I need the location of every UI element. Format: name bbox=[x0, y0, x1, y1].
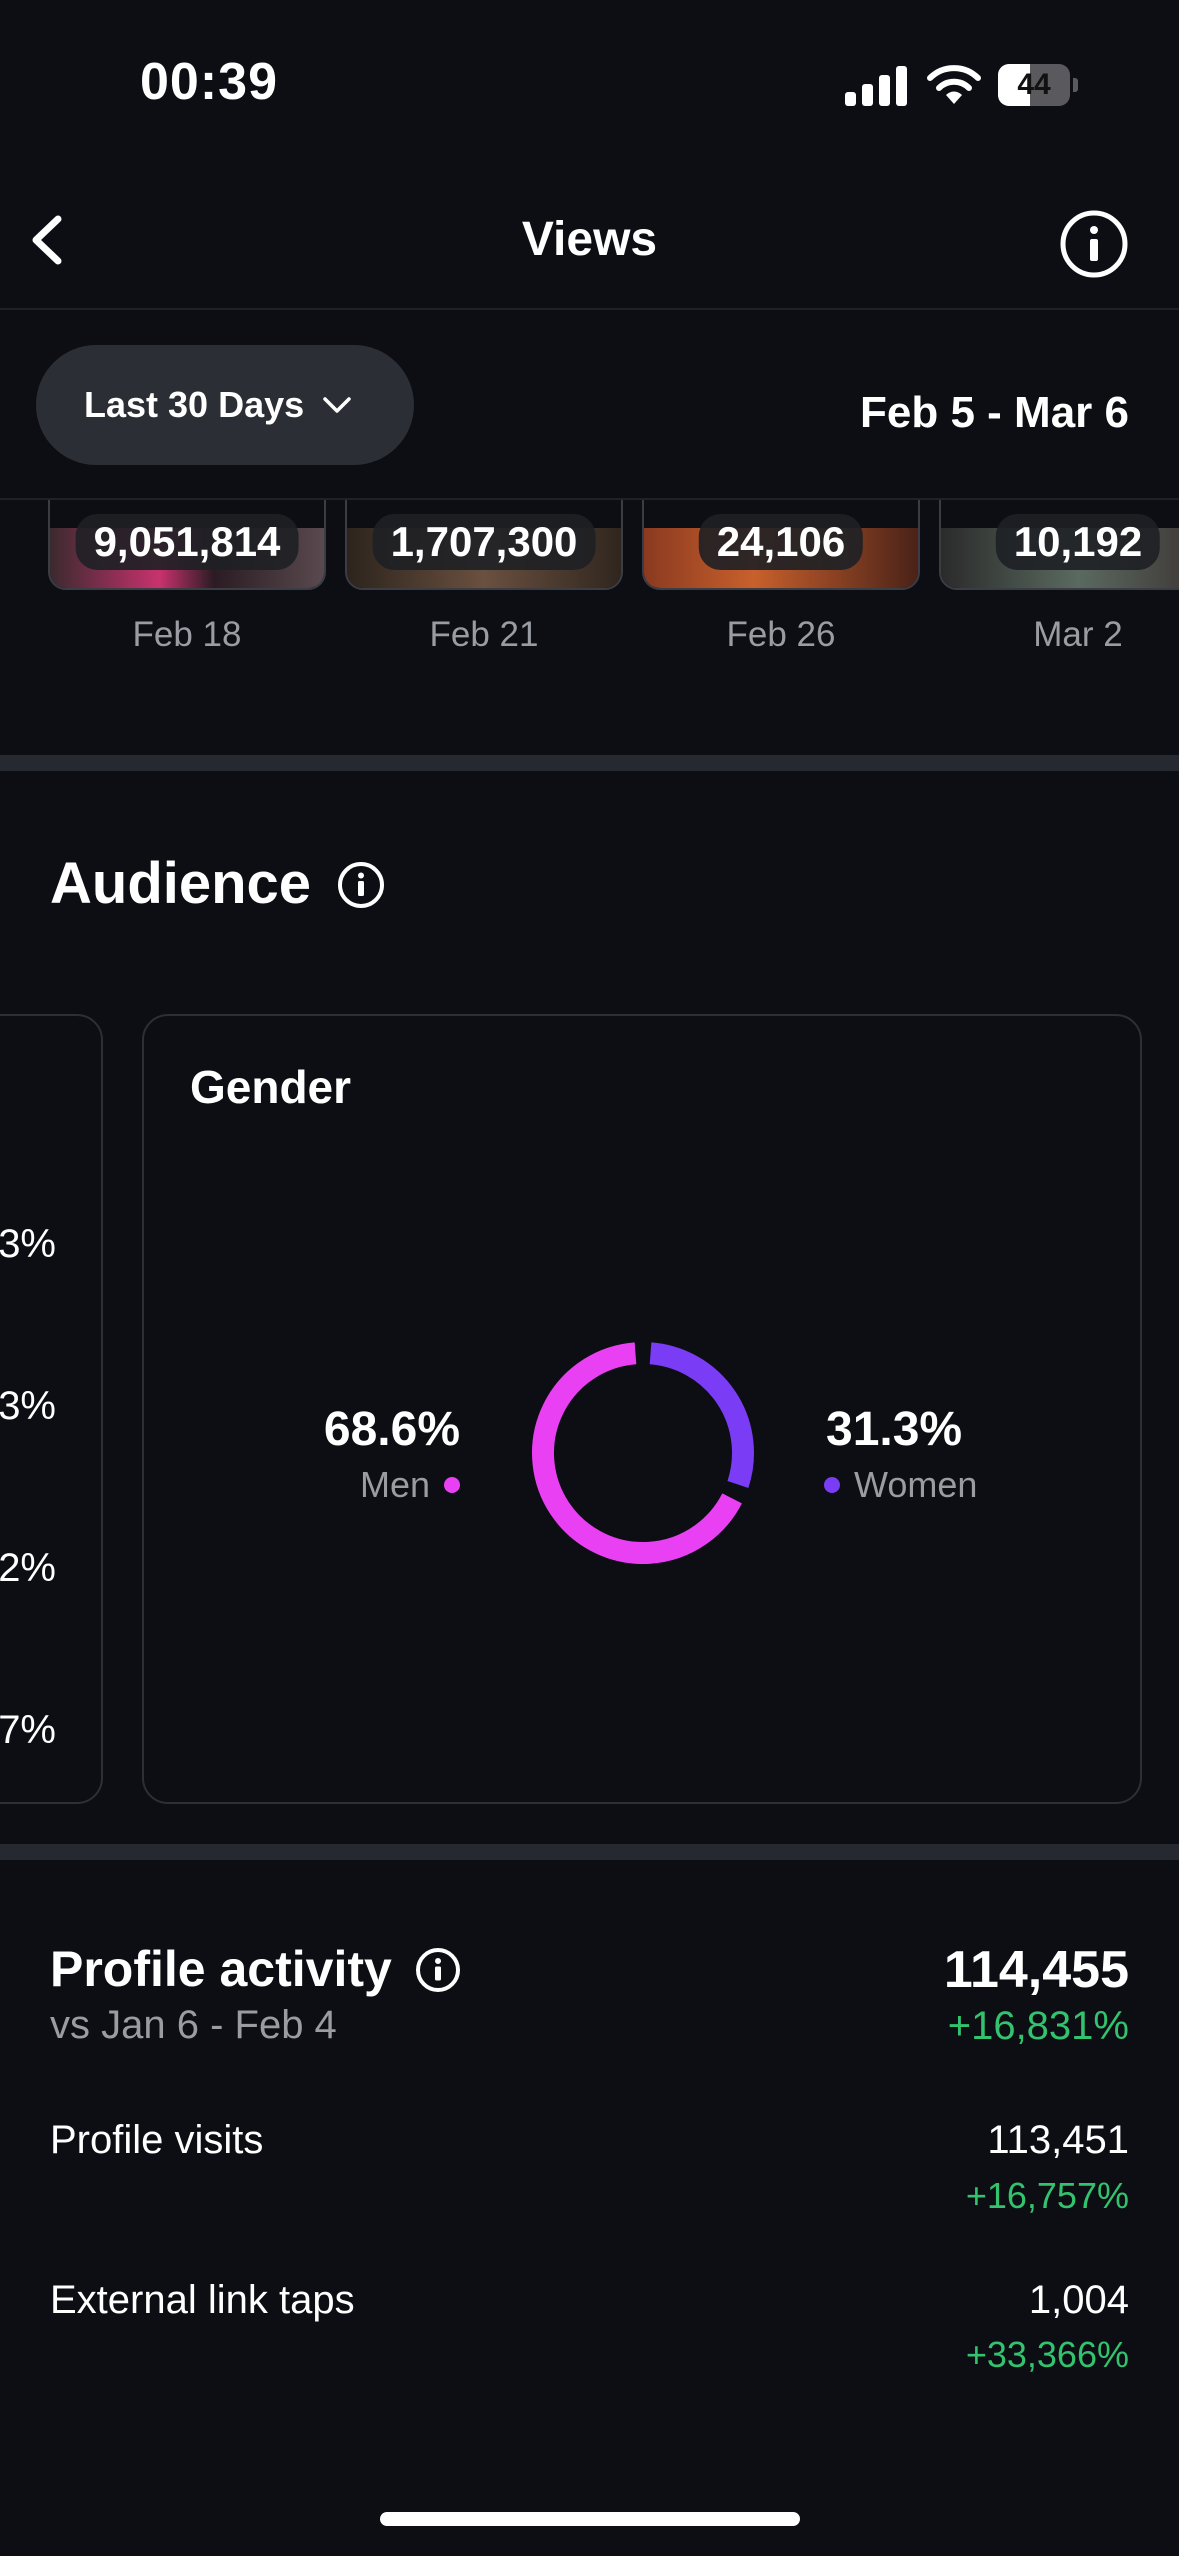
men-legend-dot bbox=[444, 1477, 460, 1493]
content-date: Feb 18 bbox=[132, 615, 242, 650]
women-donut-segment bbox=[649, 1342, 754, 1488]
content-view-count: 1,707,300 bbox=[372, 514, 596, 570]
men-legend: Men bbox=[300, 1464, 460, 1506]
profile-visits-label: Profile visits bbox=[50, 2118, 264, 2162]
content-date: Feb 21 bbox=[429, 615, 539, 650]
top-content-strip[interactable]: 9,051,814 Feb 18 1,707,300 Feb 21 24,106… bbox=[0, 500, 1179, 650]
status-time: 00:39 bbox=[140, 53, 278, 111]
content-thumbnail[interactable]: 24,106 bbox=[642, 500, 920, 590]
men-percentage: 68.6% bbox=[323, 1403, 460, 1456]
date-range: Feb 5 - Mar 6 bbox=[860, 388, 1129, 437]
gender-donut-chart bbox=[532, 1342, 754, 1564]
section-separator bbox=[0, 1844, 1179, 1860]
men-label: Men bbox=[359, 1464, 430, 1505]
section-separator bbox=[0, 755, 1179, 771]
content-thumbnail[interactable]: 9,051,814 bbox=[48, 500, 326, 590]
partial-card-value: 7% bbox=[0, 1708, 56, 1752]
page-title: Views bbox=[521, 213, 658, 266]
profile-visits-value: 113,451 bbox=[987, 2118, 1129, 2162]
external-link-taps-label: External link taps bbox=[50, 2278, 355, 2322]
content-thumbnail[interactable]: 10,192 bbox=[939, 500, 1179, 590]
info-icon[interactable] bbox=[414, 1946, 462, 1994]
comparison-period: vs Jan 6 - Feb 4 bbox=[50, 2003, 337, 2047]
women-legend: Women bbox=[824, 1464, 977, 1506]
external-link-taps-value: 1,004 bbox=[1028, 2278, 1129, 2322]
chevron-down-icon bbox=[323, 397, 351, 413]
content-view-count: 9,051,814 bbox=[75, 514, 299, 570]
women-legend-dot bbox=[824, 1477, 840, 1493]
gender-card[interactable] bbox=[142, 1014, 1142, 1804]
back-chevron-icon[interactable] bbox=[18, 205, 78, 275]
home-indicator[interactable] bbox=[380, 2512, 800, 2526]
content-view-count: 10,192 bbox=[995, 514, 1161, 570]
nav-divider bbox=[0, 308, 1179, 310]
battery-percent: 44 bbox=[1017, 68, 1051, 101]
external-link-taps-change: +33,366% bbox=[965, 2334, 1129, 2375]
wifi-icon bbox=[927, 65, 981, 104]
partial-card-value: 3% bbox=[0, 1384, 56, 1428]
period-dropdown[interactable]: Last 30 Days bbox=[36, 345, 414, 465]
partial-card-value: 2% bbox=[0, 1546, 56, 1590]
cellular-signal-icon bbox=[845, 64, 907, 106]
profile-visits-change: +16,757% bbox=[965, 2175, 1129, 2216]
gender-card-title: Gender bbox=[190, 1061, 352, 1113]
audience-title: Audience bbox=[50, 851, 312, 916]
content-date: Mar 2 bbox=[1033, 615, 1123, 650]
period-label: Last 30 Days bbox=[84, 384, 305, 425]
content-thumbnail[interactable]: 1,707,300 bbox=[345, 500, 623, 590]
content-view-count: 24,106 bbox=[698, 514, 864, 570]
info-icon[interactable] bbox=[336, 860, 386, 910]
profile-activity-total-change: +16,831% bbox=[947, 2004, 1129, 2048]
previous-audience-card[interactable] bbox=[0, 1014, 103, 1804]
women-label: Women bbox=[854, 1464, 978, 1505]
content-date: Feb 26 bbox=[726, 615, 836, 650]
profile-activity-total: 114,455 bbox=[943, 1941, 1129, 1999]
info-icon[interactable] bbox=[1058, 208, 1130, 280]
partial-card-value: 3% bbox=[0, 1222, 56, 1266]
women-percentage: 31.3% bbox=[826, 1403, 963, 1456]
profile-activity-title: Profile activity bbox=[50, 1941, 392, 1997]
men-donut-segment bbox=[532, 1342, 742, 1564]
filter-divider bbox=[0, 498, 1179, 500]
battery-icon: 44 bbox=[998, 64, 1078, 106]
